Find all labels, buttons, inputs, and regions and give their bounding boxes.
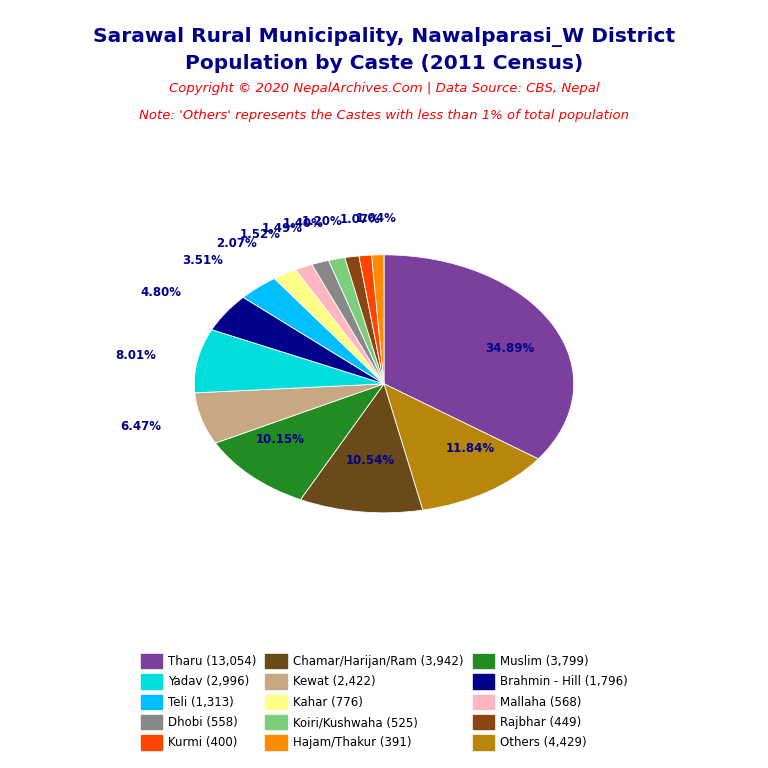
Text: Copyright © 2020 NepalArchives.Com | Data Source: CBS, Nepal: Copyright © 2020 NepalArchives.Com | Dat… <box>169 82 599 95</box>
Text: 2.07%: 2.07% <box>216 237 257 250</box>
Text: 34.89%: 34.89% <box>485 342 535 355</box>
Text: Population by Caste (2011 Census): Population by Caste (2011 Census) <box>185 54 583 73</box>
Wedge shape <box>372 255 384 384</box>
Wedge shape <box>243 279 384 384</box>
Text: 1.07%: 1.07% <box>339 213 380 226</box>
Text: 11.84%: 11.84% <box>446 442 495 455</box>
Wedge shape <box>345 256 384 384</box>
Wedge shape <box>384 384 538 510</box>
Text: Note: 'Others' represents the Castes with less than 1% of total population: Note: 'Others' represents the Castes wit… <box>139 109 629 122</box>
Wedge shape <box>329 257 384 384</box>
Text: Sarawal Rural Municipality, Nawalparasi_W District: Sarawal Rural Municipality, Nawalparasi_… <box>93 27 675 47</box>
Text: 1.49%: 1.49% <box>261 222 303 235</box>
Text: 3.51%: 3.51% <box>182 253 223 266</box>
Text: 1.20%: 1.20% <box>302 214 343 227</box>
Wedge shape <box>212 297 384 384</box>
Text: 4.80%: 4.80% <box>141 286 181 300</box>
Legend: Tharu (13,054), Yadav (2,996), Teli (1,313), Dhobi (558), Kurmi (400), Chamar/Ha: Tharu (13,054), Yadav (2,996), Teli (1,3… <box>136 650 632 754</box>
Text: 1.04%: 1.04% <box>356 212 396 225</box>
Wedge shape <box>215 384 384 500</box>
Wedge shape <box>194 329 384 393</box>
Wedge shape <box>274 270 384 384</box>
Text: 10.15%: 10.15% <box>255 432 304 445</box>
Text: 6.47%: 6.47% <box>120 420 161 433</box>
Text: 8.01%: 8.01% <box>115 349 157 362</box>
Text: 10.54%: 10.54% <box>346 454 394 467</box>
Wedge shape <box>195 384 384 443</box>
Wedge shape <box>312 260 384 384</box>
Wedge shape <box>359 255 384 384</box>
Text: 1.52%: 1.52% <box>240 228 281 240</box>
Wedge shape <box>296 264 384 384</box>
Text: 1.40%: 1.40% <box>283 217 323 230</box>
Wedge shape <box>300 384 423 513</box>
Wedge shape <box>384 255 574 459</box>
